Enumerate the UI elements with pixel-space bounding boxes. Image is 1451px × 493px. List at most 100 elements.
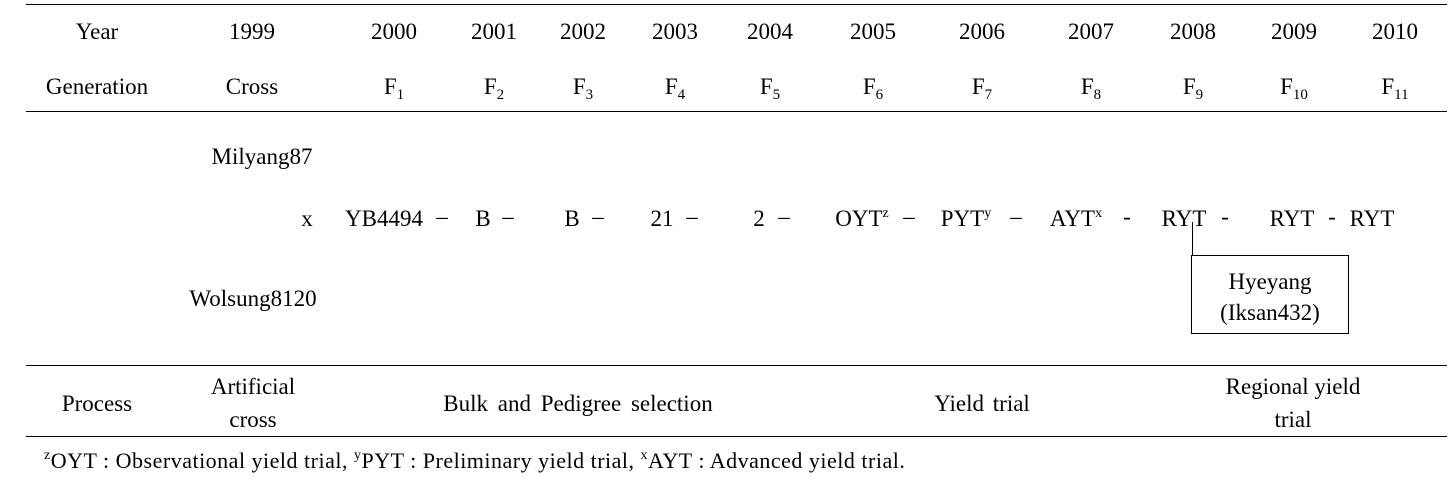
generation-cell: F8: [1080, 74, 1101, 103]
generation-cell: F4: [664, 74, 685, 103]
pedigree-separator: -: [1221, 204, 1229, 229]
year-cell: 2009: [1271, 19, 1317, 44]
generation-subscript: 1: [396, 87, 405, 103]
process-rule-top: [26, 365, 1447, 366]
pedigree-separator: -: [1328, 204, 1336, 229]
pedigree-separator: –: [686, 204, 698, 229]
cultivar-line: (Iksan432): [1220, 300, 1320, 325]
pedigree-step: 21: [651, 207, 674, 230]
generation-subscript: 2: [496, 87, 505, 103]
generation-base: F: [483, 74, 497, 99]
generation-cell: F2: [483, 74, 504, 103]
pedigree-step-label: YB4494: [345, 206, 423, 231]
year-label: Year: [75, 19, 119, 44]
generation-cell: F6: [862, 74, 883, 103]
generation-label: Generation: [45, 74, 149, 99]
generation-base: F: [1080, 74, 1094, 99]
process-regional-line2: trial: [1274, 407, 1312, 432]
pedigree-step-footnote-mark: y: [984, 206, 992, 221]
generation-cell: F7: [971, 74, 992, 103]
generation-base: F: [664, 74, 678, 99]
generation-cell: F9: [1182, 74, 1203, 103]
generation-subscript: 9: [1195, 87, 1204, 103]
pedigree-step-label: OYT: [835, 206, 883, 231]
footnote-pyt: PYT : Preliminary yield trial,: [361, 448, 641, 473]
year-cell: 2000: [371, 19, 417, 44]
generation-base: F: [1381, 74, 1395, 99]
pedigree-step: OYTz: [835, 206, 889, 231]
generation-subscript: 4: [677, 87, 686, 103]
generation-cell: F3: [572, 74, 593, 103]
process-artificial-cross-line2: cross: [229, 407, 277, 432]
pedigree-step-label: B: [564, 206, 580, 231]
pedigree-step-label: RYT: [1349, 206, 1395, 231]
pedigree-step-label: 21: [650, 206, 674, 231]
generation-subscript: 7: [984, 87, 993, 103]
generation-cell: F1: [383, 74, 404, 103]
generation-base: F: [572, 74, 586, 99]
pedigree-step: PYTy: [940, 206, 992, 231]
generation-subscript: 11: [1394, 87, 1409, 103]
footnote-y-mark: y: [353, 448, 362, 463]
pedigree-step-label: RYT: [1269, 206, 1315, 231]
generation-base: F: [383, 74, 397, 99]
footnote-oyt: OYT : Observational yield trial,: [50, 448, 354, 473]
pedigree-step: RYT: [1350, 207, 1395, 230]
pedigree-separator: –: [502, 204, 514, 229]
pedigree-step: B: [564, 207, 579, 230]
year-cell: 2006: [959, 19, 1005, 44]
generation-subscript: 6: [875, 87, 884, 103]
pedigree-step: RYT: [1270, 207, 1315, 230]
generation-subscript: 10: [1292, 87, 1308, 103]
cultivar-box: [1191, 255, 1349, 334]
pedigree-step-footnote-mark: x: [1095, 206, 1103, 221]
pedigree-step-label: B: [475, 206, 491, 231]
pedigree-step: 2: [753, 207, 765, 230]
pedigree-separator: –: [1010, 204, 1022, 229]
generation-subscript: 3: [585, 87, 594, 103]
year-cell: 2010: [1372, 19, 1418, 44]
generation-base: F: [1182, 74, 1196, 99]
pedigree-step-label: PYT: [940, 206, 985, 231]
parent-male: Wolsung8120: [189, 286, 317, 311]
parent-female: Milyang87: [211, 144, 313, 169]
generation-base: F: [971, 74, 985, 99]
cross-label: Cross: [225, 74, 279, 99]
pedigree-separator: –: [436, 204, 448, 229]
generation-subscript: 5: [772, 87, 781, 103]
generation-base: F: [862, 74, 876, 99]
year-cell: 2005: [850, 19, 896, 44]
generation-subscript: 8: [1093, 87, 1102, 103]
pedigree-separator: –: [903, 204, 915, 229]
pedigree-step: RYT: [1162, 207, 1207, 230]
top-rule: [26, 4, 1447, 5]
header-rule: [26, 111, 1447, 112]
process-rule-bottom: [26, 436, 1447, 437]
year-cell: 2002: [560, 19, 606, 44]
year-cell: 2008: [1170, 19, 1216, 44]
selection-connector: [1192, 222, 1193, 256]
footnote-ayt: AYT : Advanced yield trial.: [648, 448, 906, 473]
generation-cell: F11: [1381, 74, 1408, 103]
pedigree-step-label: AYT: [1049, 206, 1096, 231]
pedigree-separator: -: [1123, 204, 1131, 229]
generation-cell: F5: [759, 74, 780, 103]
process-yield-trial: Yield trial: [934, 391, 1030, 416]
year-cell: 2004: [747, 19, 793, 44]
year-cell: 2001: [471, 19, 517, 44]
pedigree-step: B: [475, 207, 490, 230]
pedigree-separator: –: [592, 204, 604, 229]
year-cell: 2003: [652, 19, 698, 44]
generation-base: F: [759, 74, 773, 99]
generation-base: F: [1280, 74, 1293, 99]
process-bulk-pedigree: Bulk and Pedigree selection: [443, 391, 713, 416]
footnote: zOYT : Observational yield trial, yPYT :…: [44, 448, 906, 473]
cross-symbol: x: [301, 206, 313, 231]
year-cell: 2007: [1068, 19, 1114, 44]
process-regional-line1: Regional yield: [1225, 374, 1361, 399]
cultivar-name: Hyeyang: [1228, 269, 1312, 294]
process-label: Process: [61, 391, 133, 416]
pedigree-separator: –: [778, 204, 790, 229]
footnote-x-mark: x: [640, 448, 649, 463]
pedigree-step: YB4494: [345, 207, 423, 230]
